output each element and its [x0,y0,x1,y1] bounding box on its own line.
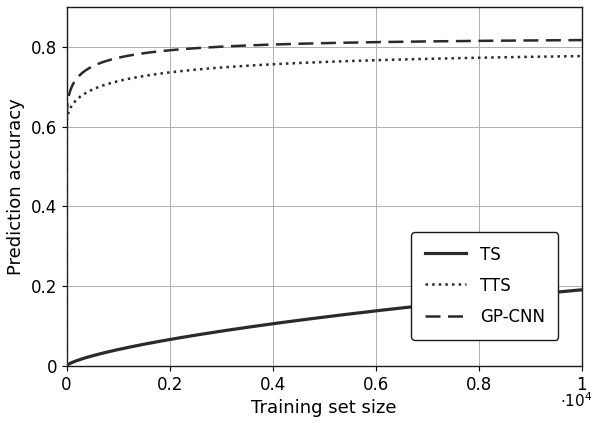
X-axis label: Training set size: Training set size [251,399,397,417]
TS [63,363,70,368]
TS [447,300,454,305]
TTS [447,56,454,61]
TTS [487,55,494,60]
TTS [260,62,267,67]
Line: TTS: TTS [66,56,582,366]
Line: GP-CNN: GP-CNN [66,40,582,366]
TTS [578,53,585,59]
TTS [157,71,164,76]
GP-CNN [157,49,164,54]
GP-CNN [372,39,379,45]
Text: $\cdot10^{4}$: $\cdot10^{4}$ [560,391,592,410]
TTS [63,363,70,368]
TTS [398,57,405,62]
Y-axis label: Prediction accuracy: Prediction accuracy [7,98,25,275]
TS [487,296,494,301]
TS [398,305,405,310]
TS [578,287,585,293]
GP-CNN [63,363,70,368]
TTS [372,58,379,63]
GP-CNN [260,42,267,47]
GP-CNN [398,39,405,44]
GP-CNN [487,38,494,43]
TS [260,323,267,328]
TS [157,339,164,344]
GP-CNN [447,39,454,44]
GP-CNN [578,38,585,43]
TS [372,308,379,313]
Legend: TS, TTS, GP-CNN: TS, TTS, GP-CNN [411,232,558,340]
Line: TS: TS [66,290,582,366]
